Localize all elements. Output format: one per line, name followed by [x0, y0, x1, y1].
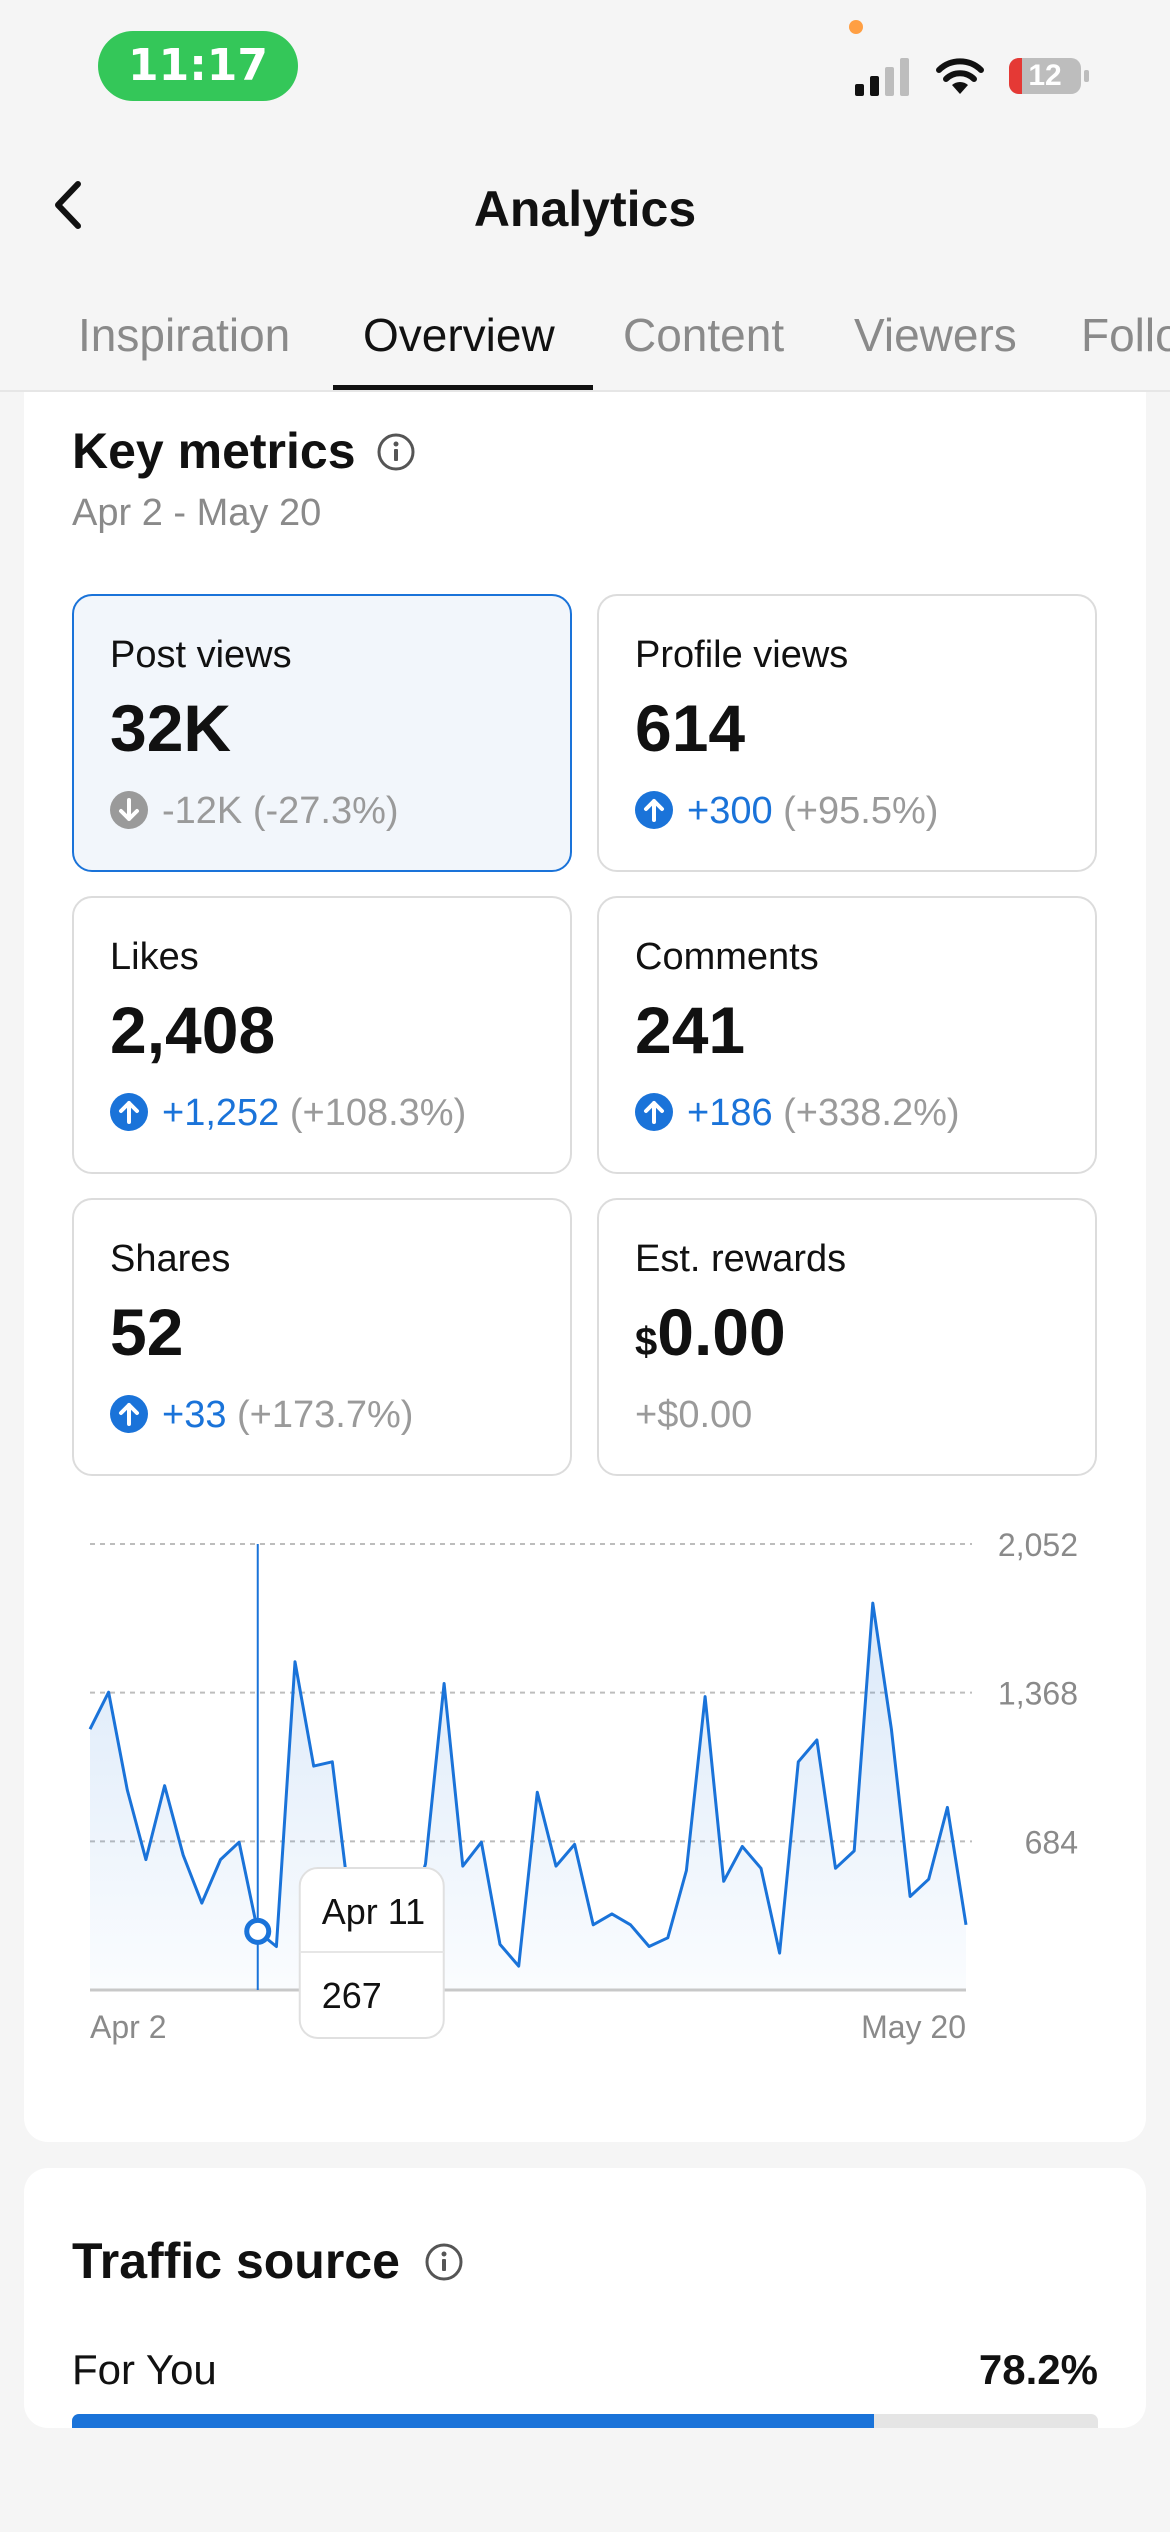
date-range: Apr 2 - May 20 [72, 492, 322, 534]
metric-tile-shares[interactable]: Shares 52 +33 (+173.7%) [72, 1198, 572, 1476]
metric-percent: (+338.2%) [783, 1092, 960, 1134]
tab-content[interactable]: Content [623, 309, 785, 361]
metric-delta: -12K [162, 790, 243, 832]
arrow-up-circle-icon [110, 1394, 148, 1433]
traffic-source-card: Traffic source For You 78.2% [24, 2168, 1146, 2428]
key-metrics-card: Key metrics Apr 2 - May 20 Post views 32… [24, 392, 1146, 2142]
wifi-icon [936, 58, 984, 94]
chart-area [90, 1603, 966, 1990]
info-icon[interactable] [376, 432, 416, 472]
metric-delta: +$0.00 [635, 1394, 753, 1436]
y-axis-tick-label: 1,368 [998, 1676, 1078, 1712]
traffic-source-label: For You [72, 2346, 217, 2393]
metric-label: Est. rewards [635, 1238, 847, 1280]
tab-followers[interactable]: Followers [1081, 309, 1170, 361]
metric-tile-comments[interactable]: Comments 241 +186 (+338.2%) [597, 896, 1097, 1174]
tab-viewers[interactable]: Viewers [854, 309, 1017, 361]
post-views-chart[interactable]: 684 1,368 2,052 Apr 11 267 Apr 2 May 20 [24, 1532, 1146, 2092]
metric-value: 2,408 [110, 993, 276, 1067]
metric-change: +33 (+173.7%) [110, 1394, 413, 1437]
chart-tooltip: Apr 11 267 [298, 1867, 445, 2039]
x-axis-label-start: Apr 2 [90, 2009, 166, 2045]
metric-label: Shares [110, 1238, 231, 1280]
metric-value: 52 [110, 1295, 184, 1369]
metric-tile-post-views[interactable]: Post views 32K -12K (-27.3%) [72, 594, 572, 872]
metric-change: +$0.00 [635, 1394, 752, 1437]
tab-overview[interactable]: Overview [363, 309, 555, 361]
metric-delta: +186 [687, 1092, 773, 1134]
metric-percent: (-27.3%) [252, 790, 399, 832]
tooltip-date: Apr 11 [322, 1891, 425, 1932]
battery-level: 12 [1028, 59, 1062, 92]
key-metrics-title: Key metrics [72, 423, 356, 479]
metric-value-amount: 0.00 [657, 1295, 786, 1369]
signal-icon [855, 58, 909, 96]
traffic-source-value: 78.2% [978, 2346, 1098, 2393]
tab-inspiration[interactable]: Inspiration [78, 309, 291, 361]
metric-label: Likes [110, 936, 199, 978]
traffic-source-bar [72, 2414, 1098, 2428]
metric-tile-profile-views[interactable]: Profile views 614 +300 (+95.5%) [597, 594, 1097, 872]
metric-change: +186 (+338.2%) [635, 1092, 960, 1135]
metric-label: Post views [110, 634, 292, 676]
metric-percent: (+173.7%) [237, 1394, 414, 1436]
metric-tile-likes[interactable]: Likes 2,408 +1,252 (+108.3%) [72, 896, 572, 1174]
tooltip-value: 267 [322, 1975, 382, 2016]
nav-header: Analytics [0, 150, 1170, 260]
status-time: 11:17 [98, 31, 298, 101]
metric-percent: (+95.5%) [783, 790, 939, 832]
tab-bar: Inspiration Overview Content Viewers Fol… [0, 280, 1170, 392]
currency-symbol: $ [635, 1320, 658, 1364]
active-tab-indicator [333, 385, 593, 390]
metric-value: 32K [110, 691, 232, 765]
metric-value: $0.00 [635, 1294, 786, 1370]
arrow-up-circle-icon [635, 790, 673, 829]
metric-change: +1,252 (+108.3%) [110, 1092, 466, 1135]
traffic-source-bar-fill [72, 2414, 875, 2428]
metric-percent: (+108.3%) [289, 1092, 467, 1134]
x-axis-label-end: May 20 [861, 2009, 966, 2045]
metric-change: -12K (-27.3%) [110, 790, 399, 833]
y-axis-tick-label: 684 [1025, 1824, 1078, 1860]
battery-icon: 12 [1008, 56, 1090, 96]
metric-value: 241 [635, 993, 746, 1067]
metric-label: Profile views [635, 634, 849, 676]
metric-change: +300 (+95.5%) [635, 790, 938, 833]
chevron-left-icon[interactable] [40, 172, 100, 238]
info-icon[interactable] [424, 2242, 464, 2282]
chart-cursor-dot [244, 1917, 272, 1945]
chart-line [88, 1601, 968, 1968]
metric-value: 614 [635, 691, 746, 765]
y-axis-tick-label: 2,052 [998, 1532, 1078, 1563]
metric-delta: +33 [162, 1394, 227, 1436]
metric-delta: +1,252 [162, 1092, 280, 1134]
arrow-up-circle-icon [635, 1092, 673, 1131]
arrow-down-circle-icon [110, 790, 148, 829]
page-title: Analytics [473, 181, 697, 237]
traffic-source-title: Traffic source [72, 2233, 400, 2289]
arrow-up-circle-icon [110, 1092, 148, 1131]
status-bar: 11:17 12 [0, 0, 1170, 130]
metric-delta: +300 [687, 790, 773, 832]
privacy-indicator-dot [849, 20, 863, 34]
metric-label: Comments [635, 936, 819, 978]
metric-tile-est-rewards[interactable]: Est. rewards $0.00 +$0.00 [597, 1198, 1097, 1476]
